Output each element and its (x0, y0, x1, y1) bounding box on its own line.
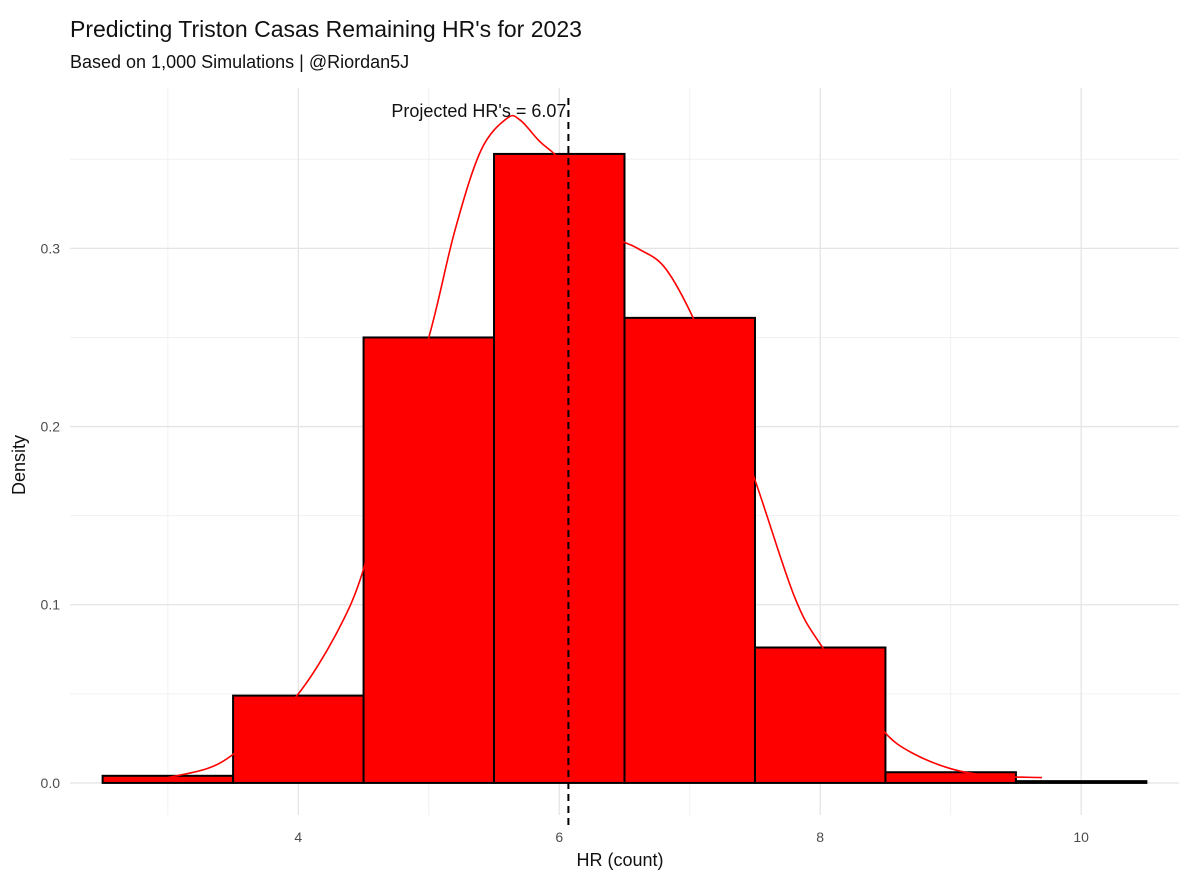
tick-labels: 4 6 8 10 0.0 0.1 0.2 0.3 (41, 240, 1090, 845)
y-axis-label: Density (9, 435, 29, 495)
histogram-bar (1014, 780, 1148, 784)
x-tick-label: 6 (555, 829, 563, 845)
x-tick-label: 10 (1073, 829, 1089, 845)
projection-label: Projected HR's = 6.07 (391, 101, 566, 121)
y-tick-label: 0.0 (41, 775, 61, 791)
x-tick-label: 4 (294, 829, 302, 845)
histogram-bar (362, 336, 496, 784)
histogram-bar (753, 646, 887, 784)
histogram-bars (101, 152, 1148, 784)
y-tick-label: 0.3 (41, 240, 61, 256)
chart-title: Predicting Triston Casas Remaining HR's … (70, 16, 582, 42)
histogram-bar (623, 316, 756, 784)
y-tick-label: 0.1 (41, 597, 61, 613)
projection-layer: Projected HR's = 6.07 (391, 98, 570, 829)
y-tick-label: 0.2 (41, 419, 61, 435)
histogram-bar (493, 152, 626, 784)
histogram-bar (232, 694, 365, 784)
density-curve (167, 114, 1043, 779)
chart-subtitle: Based on 1,000 Simulations | @Riordan5J (70, 52, 410, 72)
x-tick-label: 8 (816, 829, 824, 845)
density-curve-layer (167, 114, 1043, 779)
histogram-bar (884, 771, 1017, 784)
x-axis-label: HR (count) (576, 850, 663, 870)
